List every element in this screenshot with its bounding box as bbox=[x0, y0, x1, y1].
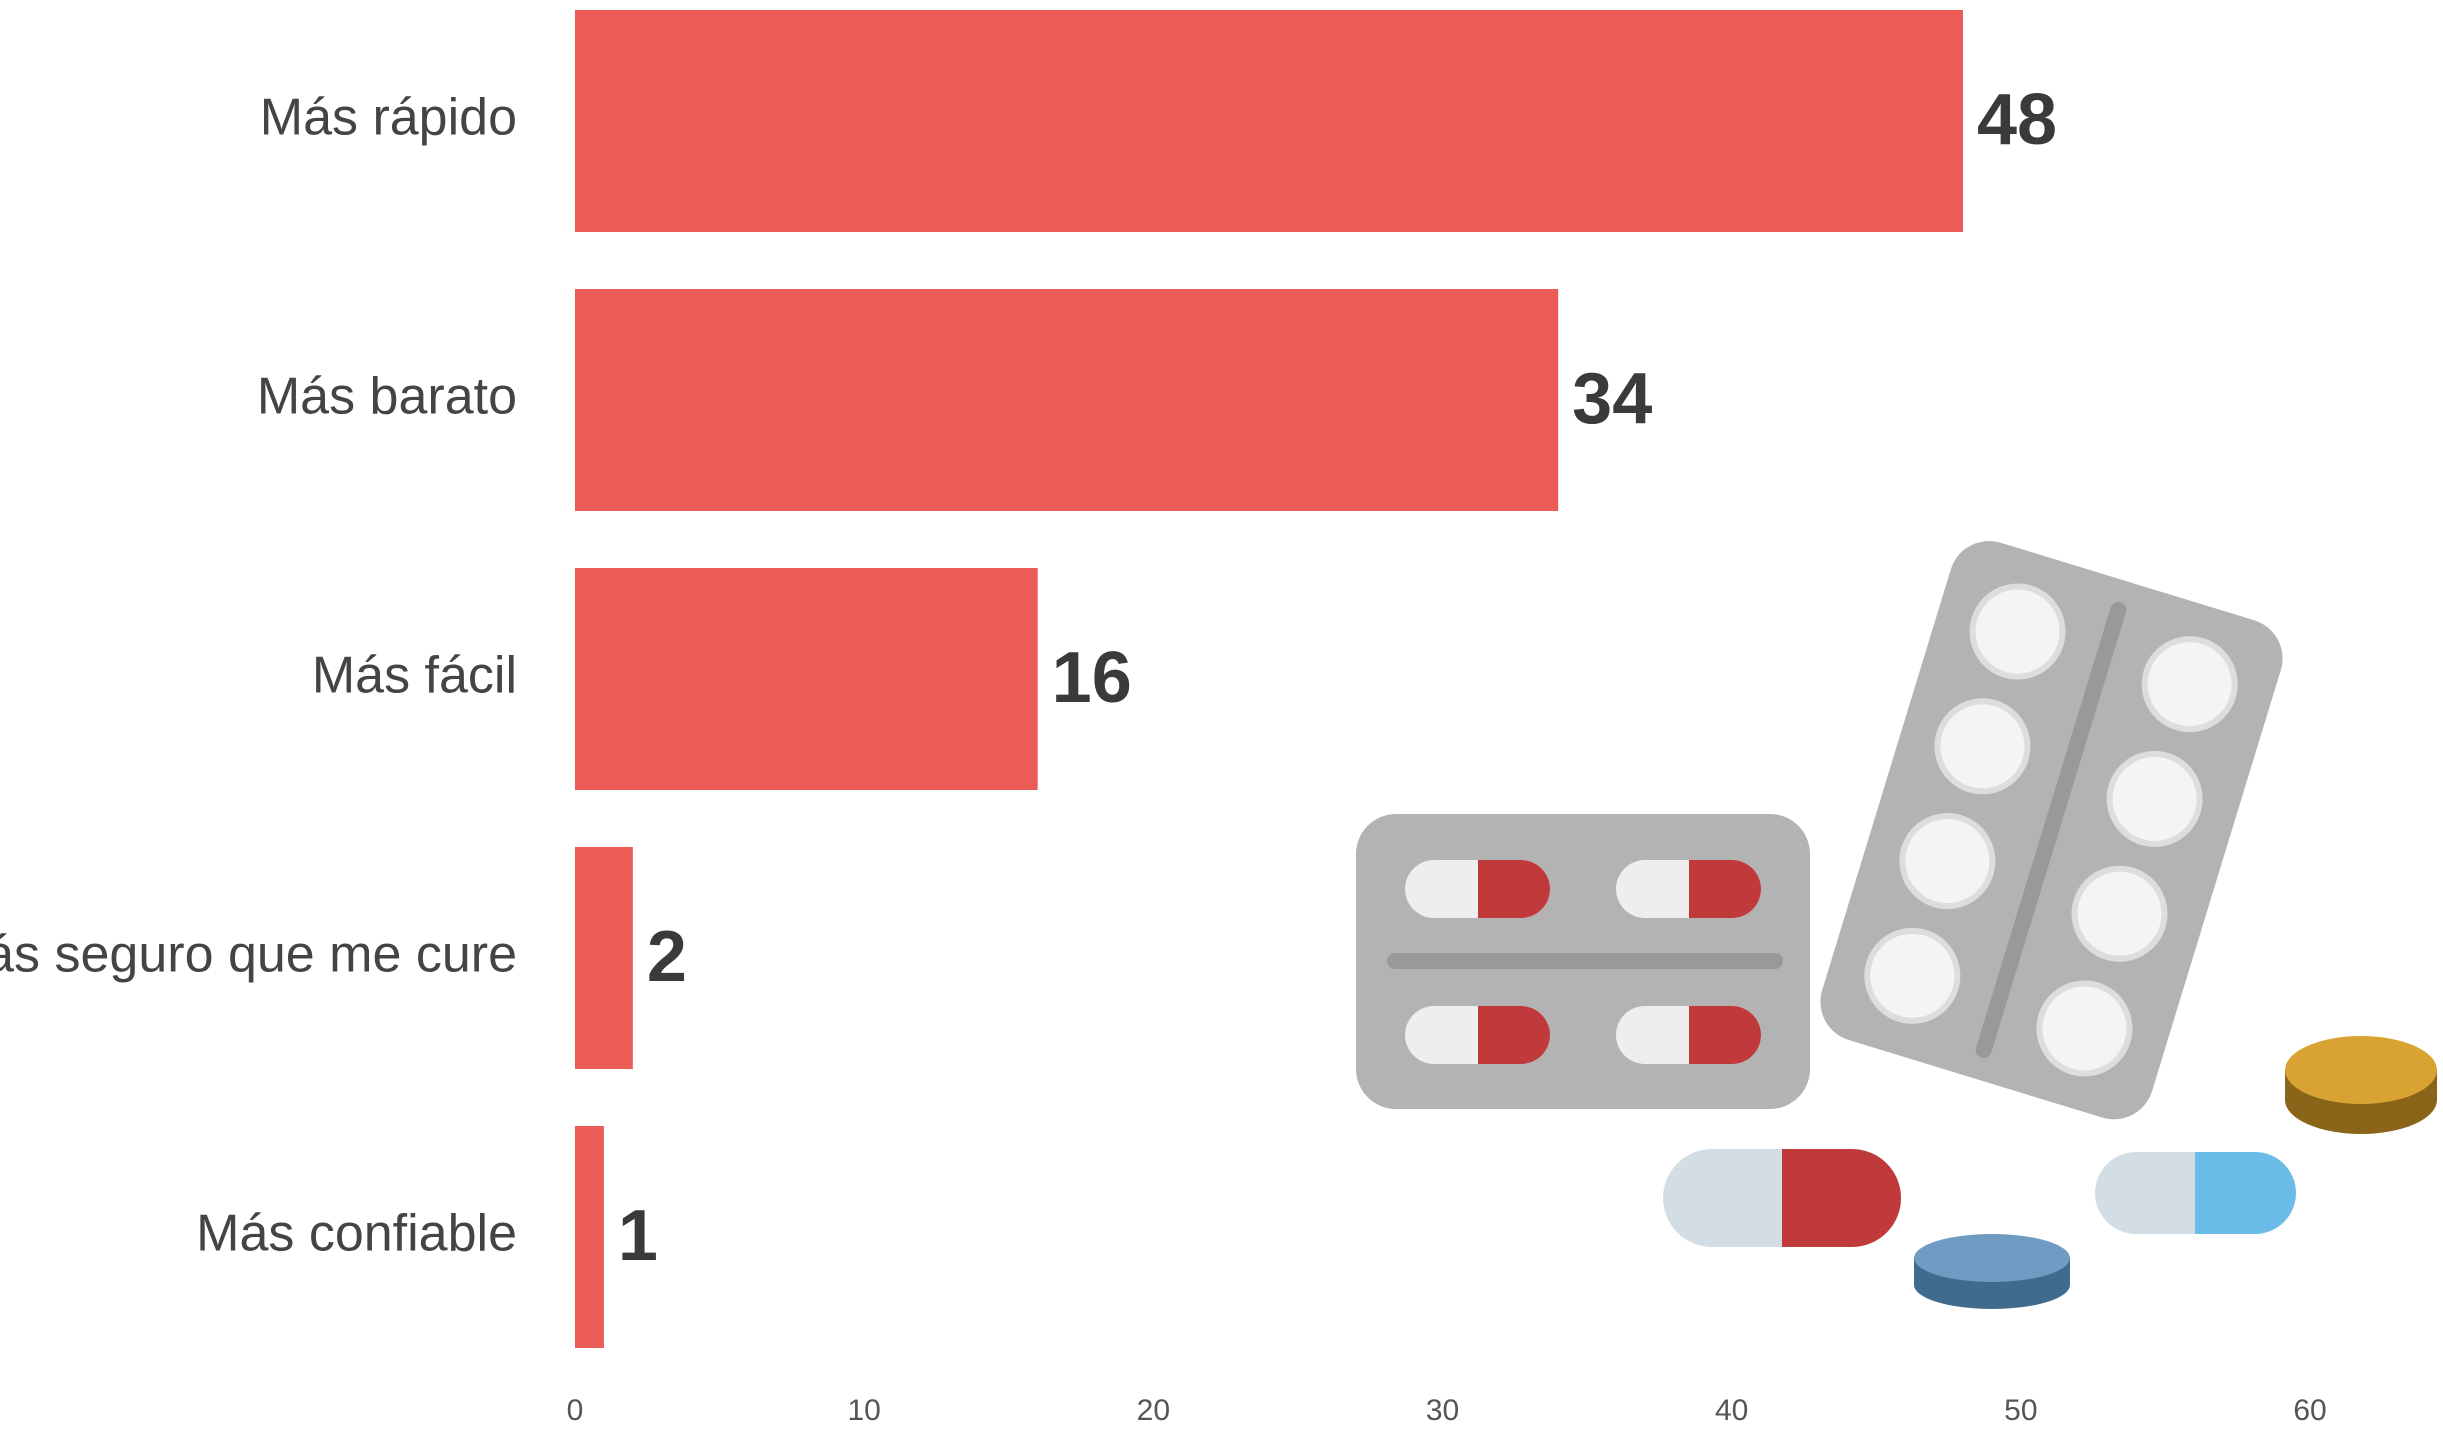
bar bbox=[575, 10, 1963, 232]
bar bbox=[575, 847, 633, 1069]
x-tick-label: 50 bbox=[2004, 1394, 2037, 1427]
x-tick-label: 60 bbox=[2293, 1394, 2326, 1427]
pills-illustration bbox=[1356, 541, 2437, 1309]
value-label: 2 bbox=[647, 917, 687, 997]
value-label: 34 bbox=[1572, 359, 1652, 439]
value-label: 16 bbox=[1052, 638, 1132, 718]
x-tick-label: 30 bbox=[1426, 1394, 1459, 1427]
category-label: Más barato bbox=[257, 368, 517, 426]
x-tick-label: 10 bbox=[847, 1394, 880, 1427]
bar bbox=[575, 1126, 604, 1348]
value-label: 1 bbox=[618, 1196, 658, 1276]
category-label: Más seguro que me cure bbox=[0, 926, 517, 984]
bar bbox=[575, 568, 1038, 790]
x-tick-label: 20 bbox=[1137, 1394, 1170, 1427]
x-tick-label: 40 bbox=[1715, 1394, 1748, 1427]
bar bbox=[575, 289, 1559, 511]
x-tick-label: 0 bbox=[567, 1394, 584, 1427]
value-label: 48 bbox=[1977, 80, 2057, 160]
category-label: Más rápido bbox=[260, 89, 517, 147]
category-label: Más fácil bbox=[312, 647, 517, 705]
category-label: Más confiable bbox=[196, 1205, 517, 1263]
